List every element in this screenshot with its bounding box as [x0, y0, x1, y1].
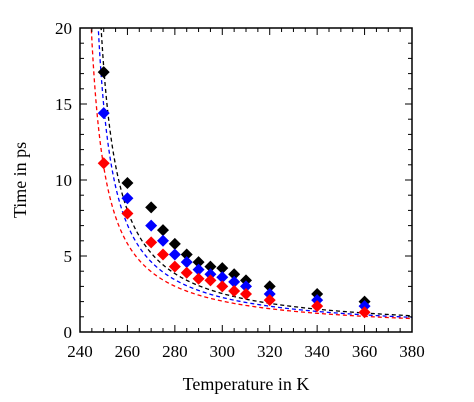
data-point-diamond: [240, 280, 252, 293]
x-tick-labels: 240 260 280 300 320 340 360 380: [67, 342, 425, 361]
data-point-diamond: [180, 256, 193, 269]
data-point-diamond: [121, 207, 134, 220]
data-point-diamond: [157, 248, 169, 261]
data-point-diamond: [97, 66, 110, 79]
data-point-diamond: [157, 224, 169, 237]
data-point-diamond: [358, 300, 371, 313]
data-point-diamond: [180, 248, 193, 261]
data-point-diamond: [263, 280, 276, 293]
x-tick-label: 240: [67, 342, 93, 361]
data-point-diamond: [145, 236, 158, 249]
data-point-diamond: [263, 294, 276, 307]
fit-curve: [100, 28, 412, 317]
data-point-diamond: [240, 288, 252, 300]
data-point-diamond: [358, 306, 371, 319]
y-tick-label: 10: [55, 171, 72, 190]
data-point-diamond: [204, 268, 217, 281]
data-point-diamond: [228, 284, 241, 297]
data-point-diamond: [192, 263, 205, 276]
data-point-diamond: [168, 248, 181, 261]
data-point-diamond: [204, 260, 217, 273]
data-point-diamond: [216, 280, 229, 293]
y-tick-label: 20: [55, 19, 72, 38]
data-point-diamond: [121, 192, 134, 205]
data-point-diamond: [216, 271, 229, 284]
data-point-diamond: [311, 288, 324, 300]
x-tick-label: 340: [304, 342, 330, 361]
data-point-diamond: [204, 274, 217, 287]
data-point-diamond: [192, 256, 205, 269]
data-point-diamond: [216, 262, 229, 275]
y-tick-label: 5: [64, 247, 73, 266]
data-points: [97, 66, 371, 319]
x-tick-label: 380: [399, 342, 425, 361]
fit-curves: [90, 28, 412, 320]
data-point-diamond: [168, 260, 181, 273]
data-point-diamond: [311, 294, 324, 307]
fit-curve: [90, 28, 412, 320]
x-tick-label: 280: [162, 342, 188, 361]
x-tick-label: 320: [257, 342, 283, 361]
data-point-diamond: [311, 300, 324, 313]
y-tick-labels: 0 5 10 15 20: [55, 19, 72, 342]
data-point-diamond: [97, 107, 110, 120]
axis-ticks: [79, 27, 413, 333]
data-point-diamond: [240, 274, 252, 287]
fit-curve: [97, 28, 412, 318]
data-point-diamond: [180, 266, 193, 279]
data-point-diamond: [97, 157, 110, 170]
y-tick-label: 0: [64, 323, 73, 342]
data-point-diamond: [263, 288, 276, 300]
x-axis-label: Temperature in K: [183, 374, 310, 394]
data-point-diamond: [228, 275, 241, 288]
x-tick-label: 300: [210, 342, 236, 361]
x-tick-label: 360: [352, 342, 378, 361]
data-point-diamond: [228, 268, 241, 281]
data-point-diamond: [168, 237, 181, 250]
y-tick-label: 15: [55, 95, 72, 114]
data-point-diamond: [192, 272, 205, 285]
data-point-diamond: [145, 201, 158, 214]
data-point-diamond: [121, 177, 134, 190]
x-tick-label: 260: [115, 342, 141, 361]
data-point-diamond: [157, 234, 169, 247]
data-point-diamond: [145, 219, 158, 232]
y-axis-label: Time in ps: [10, 142, 30, 218]
